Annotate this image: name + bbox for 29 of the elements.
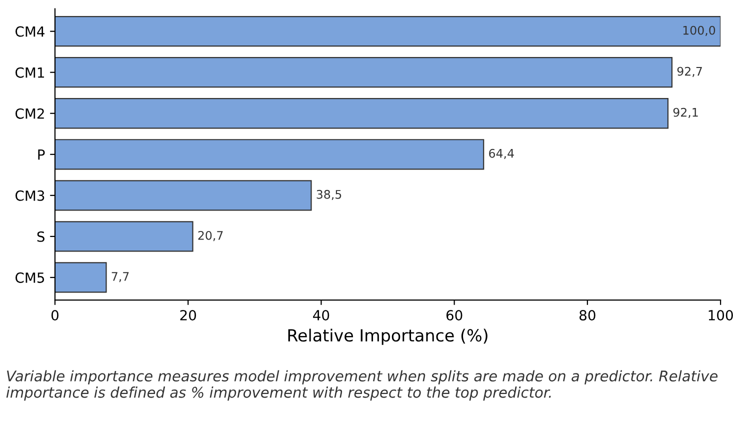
bar	[54, 139, 484, 170]
y-tick-label: CM4	[16, 26, 44, 37]
x-tick-label: 40	[313, 310, 330, 321]
y-tick-label: CM3	[16, 190, 44, 201]
data-label: 38,5	[316, 190, 342, 200]
data-label: 100,0	[683, 26, 716, 36]
y-tick-label: P	[38, 150, 45, 160]
bar	[54, 57, 673, 88]
text: Variable importance measures model improvement when splits are made on a predictor. Relative importance is defined as % improvement with respect to the top predictor.	[6, 370, 718, 401]
y-tick-label: CM1	[16, 67, 44, 78]
x-tick-label: 80	[580, 310, 596, 321]
data-label: 92,1	[673, 108, 698, 118]
x-tick-label: 0	[51, 310, 58, 321]
data-label: 20,7	[198, 230, 223, 242]
y-tick-label: CM2	[16, 108, 44, 119]
data-label: 92,7	[677, 66, 702, 77]
bar	[54, 180, 312, 211]
x-tick-label: 100	[708, 310, 733, 321]
x-axis-title: Relative Importance (%)	[288, 328, 488, 345]
x-tick-label: 20	[180, 310, 196, 321]
y-tick-label: S	[37, 231, 44, 242]
data-label: 64,4	[489, 148, 514, 160]
bar	[54, 221, 194, 252]
y-tick-label: CM5	[16, 272, 44, 283]
bar	[54, 262, 107, 293]
bar	[54, 98, 669, 129]
x-tick-label: 60	[446, 310, 462, 321]
data-label: 7,7	[112, 272, 129, 282]
bar	[54, 16, 721, 47]
